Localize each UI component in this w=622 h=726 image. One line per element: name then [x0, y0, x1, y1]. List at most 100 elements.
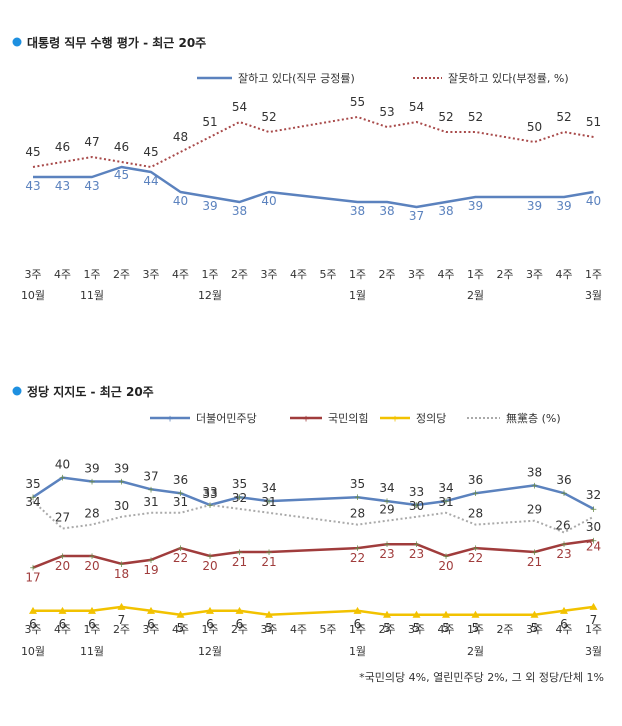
data-point: + — [177, 544, 185, 554]
data-label: 51 — [586, 115, 601, 129]
data-label: 30 — [114, 499, 129, 513]
data-point: + — [413, 501, 421, 511]
data-label: 5 — [177, 621, 185, 635]
chart-title: 정당 지지도 - 최근 20주 — [27, 384, 154, 399]
legend-label: 無黨층 (%) — [506, 411, 561, 425]
data-label: 23 — [379, 547, 394, 561]
data-label: 52 — [261, 110, 276, 124]
x-tick-week: 2주 — [378, 268, 395, 281]
x-tick-week: 4주 — [437, 623, 454, 636]
data-label: 19 — [143, 563, 158, 577]
data-label: 18 — [114, 567, 129, 581]
data-label: 39 — [202, 199, 217, 213]
data-point — [176, 610, 185, 618]
data-label: 32 — [232, 491, 247, 505]
data-point: + — [472, 489, 480, 499]
data-label: 26 — [555, 518, 570, 532]
data-label: 51 — [202, 115, 217, 129]
series-line — [32, 539, 594, 569]
data-label: 38 — [527, 465, 542, 479]
data-label: 38 — [350, 204, 365, 218]
data-label: 47 — [84, 135, 99, 149]
legend-marker: + — [166, 415, 174, 425]
data-label: 6 — [236, 617, 244, 631]
data-point: + — [354, 544, 362, 554]
data-label: 7 — [590, 613, 598, 627]
x-tick-week: 2주 — [231, 623, 248, 636]
data-label: 21 — [232, 555, 247, 569]
data-point: + — [354, 493, 362, 503]
data-label: 38 — [438, 204, 453, 218]
x-tick-month: 10월 — [21, 645, 45, 658]
footnote: *국민의당 4%, 열린민주당 2%, 그 외 정당/단체 1% — [359, 671, 604, 684]
data-label: 46 — [55, 140, 70, 154]
data-label: 40 — [261, 194, 276, 208]
x-tick-month: 2월 — [467, 289, 484, 302]
x-tick-month: 3월 — [585, 289, 602, 302]
data-point: + — [29, 564, 37, 574]
x-tick-week: 1주 — [585, 268, 602, 281]
data-point: + — [236, 548, 244, 558]
x-tick-month: 1월 — [349, 645, 366, 658]
data-point — [147, 606, 155, 614]
title-dot-icon — [12, 37, 22, 47]
data-point: + — [531, 548, 539, 558]
data-point: + — [59, 474, 67, 484]
data-label: 20 — [84, 559, 99, 573]
data-point: + — [442, 497, 450, 507]
data-label: 23 — [409, 547, 424, 561]
data-label: 48 — [173, 130, 188, 144]
chart-title: 대통령 직무 수행 평가 - 최근 20주 — [27, 35, 206, 50]
data-label: 28 — [468, 507, 483, 521]
x-tick-week: 3주 — [260, 623, 277, 636]
series-line — [32, 116, 594, 168]
x-tick-week: 4주 — [555, 623, 572, 636]
x-tick-week: 3주 — [526, 623, 543, 636]
data-label: 34 — [438, 481, 453, 495]
data-label: 35 — [350, 477, 365, 491]
x-tick-week: 4주 — [290, 623, 307, 636]
data-label: 43 — [25, 179, 40, 193]
data-point — [117, 602, 126, 610]
legend-label: 잘하고 있다(직무 긍정률) — [238, 71, 355, 85]
legend-label: 잘못하고 있다(부정률, %) — [448, 71, 569, 85]
x-tick-week: 4주 — [555, 268, 572, 281]
data-label: 38 — [379, 204, 394, 218]
data-label: 30 — [409, 499, 424, 513]
data-label: 36 — [468, 473, 483, 487]
x-tick-month: 11월 — [80, 289, 104, 302]
x-tick-week: 2주 — [496, 623, 513, 636]
x-tick-week: 2주 — [231, 268, 248, 281]
data-label: 35 — [25, 477, 40, 491]
data-point: + — [88, 477, 96, 487]
data-label: 45 — [25, 145, 40, 159]
data-point — [383, 610, 391, 618]
data-label: 24 — [586, 539, 601, 553]
legend-label: 더불어민주당 — [196, 412, 257, 425]
x-tick-week: 4주 — [437, 268, 454, 281]
x-tick-month: 10월 — [21, 289, 45, 302]
x-tick-month: 12월 — [198, 289, 222, 302]
data-label: 52 — [438, 110, 453, 124]
data-point: + — [531, 481, 539, 491]
data-label: 40 — [55, 458, 70, 472]
data-label: 54 — [232, 100, 247, 114]
data-point — [442, 610, 450, 618]
x-tick-week: 3주 — [142, 268, 159, 281]
data-point — [235, 606, 244, 614]
data-label: 6 — [560, 617, 568, 631]
x-tick-week: 3주 — [24, 268, 41, 281]
data-point: + — [59, 552, 67, 562]
x-tick-week: 1주 — [585, 623, 602, 636]
legend-label: 정의당 — [416, 412, 446, 425]
data-point: + — [147, 556, 155, 566]
data-label: 40 — [173, 194, 188, 208]
data-label: 53 — [379, 105, 394, 119]
data-point — [560, 606, 568, 614]
data-label: 39 — [556, 199, 571, 213]
data-point — [589, 602, 598, 610]
data-label: 6 — [59, 617, 67, 631]
data-label: 38 — [232, 204, 247, 218]
